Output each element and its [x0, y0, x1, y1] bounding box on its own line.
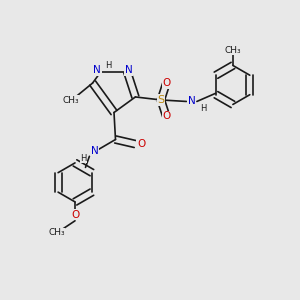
Text: N: N — [188, 97, 196, 106]
Text: CH₃: CH₃ — [225, 46, 241, 55]
Text: O: O — [71, 210, 79, 220]
Text: CH₃: CH₃ — [48, 228, 65, 237]
Text: H: H — [80, 154, 87, 163]
Text: CH₃: CH₃ — [62, 96, 79, 105]
Text: O: O — [162, 79, 170, 88]
Text: S: S — [157, 95, 164, 105]
Text: O: O — [162, 112, 170, 122]
Text: H: H — [105, 61, 112, 70]
Text: N: N — [93, 65, 101, 75]
Text: H: H — [200, 104, 206, 113]
Text: O: O — [137, 139, 145, 149]
Text: N: N — [125, 65, 133, 75]
Text: N: N — [91, 146, 98, 156]
